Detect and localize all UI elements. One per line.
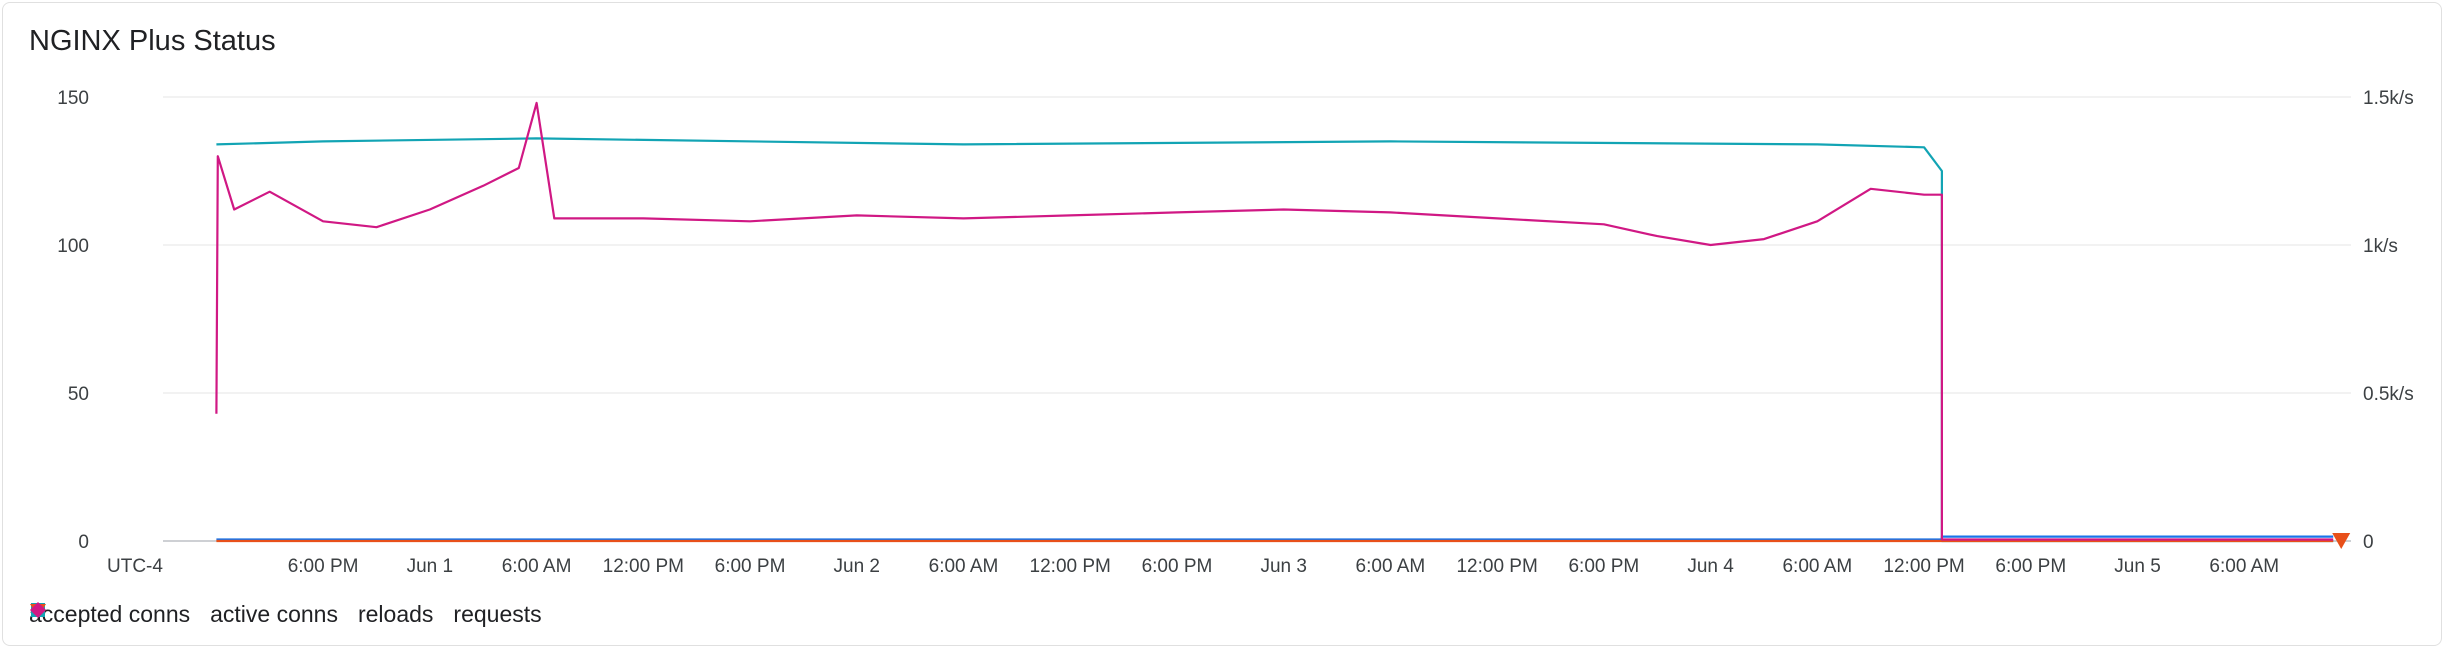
- x-axis: UTC-4 6:00 PM Jun 1 6:00 AM 12:00 PM 6:00 PM…: [107, 556, 2279, 577]
- end-markers: [2332, 533, 2351, 549]
- x-tick-label: 6:00 AM: [1356, 556, 1426, 577]
- y-axis-left: 0 50 100 150: [57, 88, 89, 553]
- x-tick-label: 6:00 AM: [502, 556, 572, 577]
- series-line-requests: [215, 101, 2334, 541]
- grid-lines: [163, 96, 2351, 542]
- y-axis-right: 0 0.5k/s 1k/s 1.5k/s: [2363, 88, 2414, 553]
- y-right-tick-label: 1k/s: [2363, 236, 2398, 257]
- legend-item-accepted-conns[interactable]: accepted conns: [29, 601, 190, 628]
- diamond-icon: [30, 602, 46, 618]
- x-tick-label: 6:00 PM: [1568, 556, 1639, 577]
- x-tick-label: 6:00 AM: [1782, 556, 1852, 577]
- legend-item-reloads[interactable]: reloads: [30, 601, 434, 628]
- x-tick-label: 6:00 PM: [1995, 556, 2066, 577]
- chart-title: NGINX Plus Status: [29, 25, 276, 57]
- legend-item-requests[interactable]: requests: [30, 601, 542, 628]
- legend-label: active conns: [210, 601, 338, 627]
- x-tick-label: 6:00 AM: [2209, 556, 2279, 577]
- legend-label: accepted conns: [29, 601, 191, 627]
- reloads-end-marker: [2332, 533, 2351, 549]
- y-left-tick-label: 150: [57, 88, 89, 109]
- x-tick-label: 6:00 PM: [715, 556, 786, 577]
- legend-label: reloads: [357, 601, 434, 627]
- x-tick-label: Jun 5: [2114, 556, 2160, 577]
- x-tick-label: 6:00 AM: [929, 556, 999, 577]
- x-tick-label: 12:00 PM: [1456, 556, 1537, 577]
- y-right-tick-label: 0.5k/s: [2363, 384, 2414, 405]
- y-left-tick-label: 0: [78, 532, 89, 553]
- x-tick-label: Jun 3: [1260, 556, 1306, 577]
- legend-item-active-conns[interactable]: active conns: [31, 601, 338, 628]
- x-tick-label: Jun 2: [834, 556, 880, 577]
- x-tick-label: 12:00 PM: [603, 556, 684, 577]
- timezone-label: UTC-4: [107, 556, 163, 577]
- x-tick-label: Jun 1: [407, 556, 453, 577]
- legend: accepted conns active conns reloads request…: [29, 601, 562, 628]
- series-line-active-conns: [216, 137, 2334, 543]
- x-tick-label: 6:00 PM: [288, 556, 359, 577]
- y-right-tick-label: 1.5k/s: [2363, 88, 2414, 109]
- x-tick-label: 6:00 PM: [1142, 556, 1213, 577]
- x-tick-label: 12:00 PM: [1030, 556, 1111, 577]
- y-left-tick-label: 50: [68, 384, 89, 405]
- line-chart: 0 50 100 150 0 0.5k/s 1k/s 1.5k/s UTC-4 6:00 P…: [57, 88, 2414, 577]
- x-tick-label: Jun 4: [1687, 556, 1734, 577]
- legend-label: requests: [453, 601, 542, 627]
- y-left-tick-label: 100: [57, 236, 89, 257]
- x-tick-label: 12:00 PM: [1883, 556, 1964, 577]
- y-right-tick-label: 0: [2363, 532, 2374, 553]
- series-lines: [215, 101, 2334, 543]
